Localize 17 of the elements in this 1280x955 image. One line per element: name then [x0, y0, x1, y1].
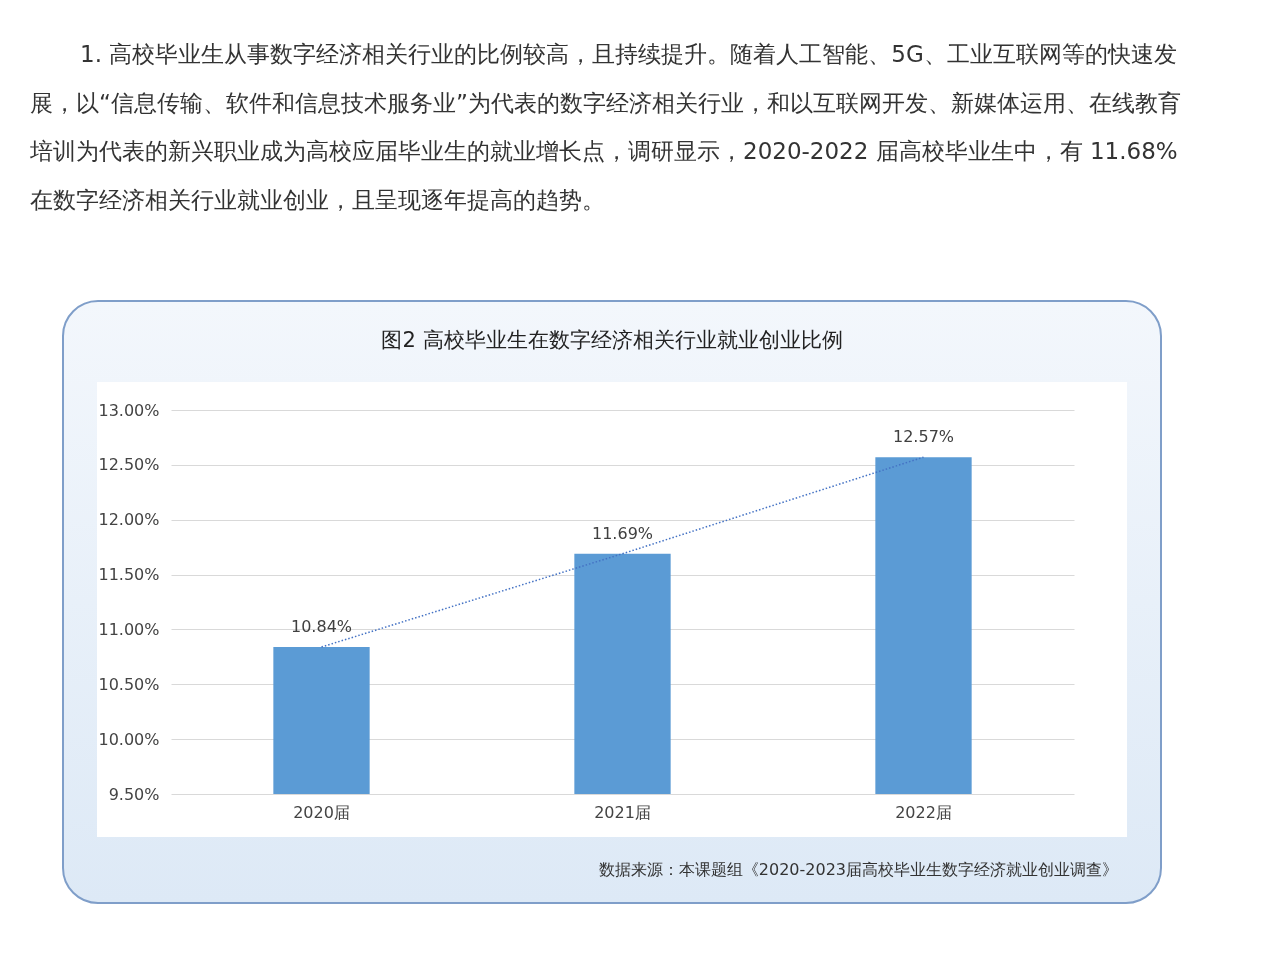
source-note: 数据来源：本课题组《2020-2023届高校毕业生数字经济就业创业调查》	[598, 860, 1118, 881]
y-tick-label: 12.00%	[98, 510, 160, 530]
y-tick-label: 12.50%	[98, 455, 160, 475]
data-label: 10.84%	[290, 616, 353, 636]
text: 1. 高校毕业生从事数字经济相关行业的比例较高，且持续提升。随着人工智能、5G、工业互联网等的快速发展，以“信息传输、软件和信息技术服务业”为代表的数字经济相关行业，和以互联网开发、新媒体运用、在线教育培训为代表的新兴职业成为高校应届毕业生的就业增长点，调研显示，2020-2022 届高校毕业生中，有 11.68% 在数字经济相关行业就业创业，且呈现逐年提高的趋势。	[30, 40, 1182, 215]
data-label: 12.57%	[892, 427, 955, 447]
y-tick-label: 11.50%	[98, 565, 160, 585]
chart-title: 图2 高校毕业生在数字经济相关行业就业创业比例	[380, 327, 844, 354]
x-tick-label: 2022届	[895, 802, 952, 822]
y-tick-label: 10.00%	[98, 729, 160, 749]
y-tick-label: 10.50%	[98, 674, 160, 694]
x-tick-label: 2020届	[293, 802, 350, 822]
data-label: 11.69%	[591, 523, 654, 543]
y-tick-label: 13.00%	[98, 400, 160, 420]
y-tick-label: 11.00%	[98, 619, 160, 639]
y-tick-label: 9.50%	[108, 784, 160, 804]
x-tick-label: 2021届	[594, 802, 651, 822]
